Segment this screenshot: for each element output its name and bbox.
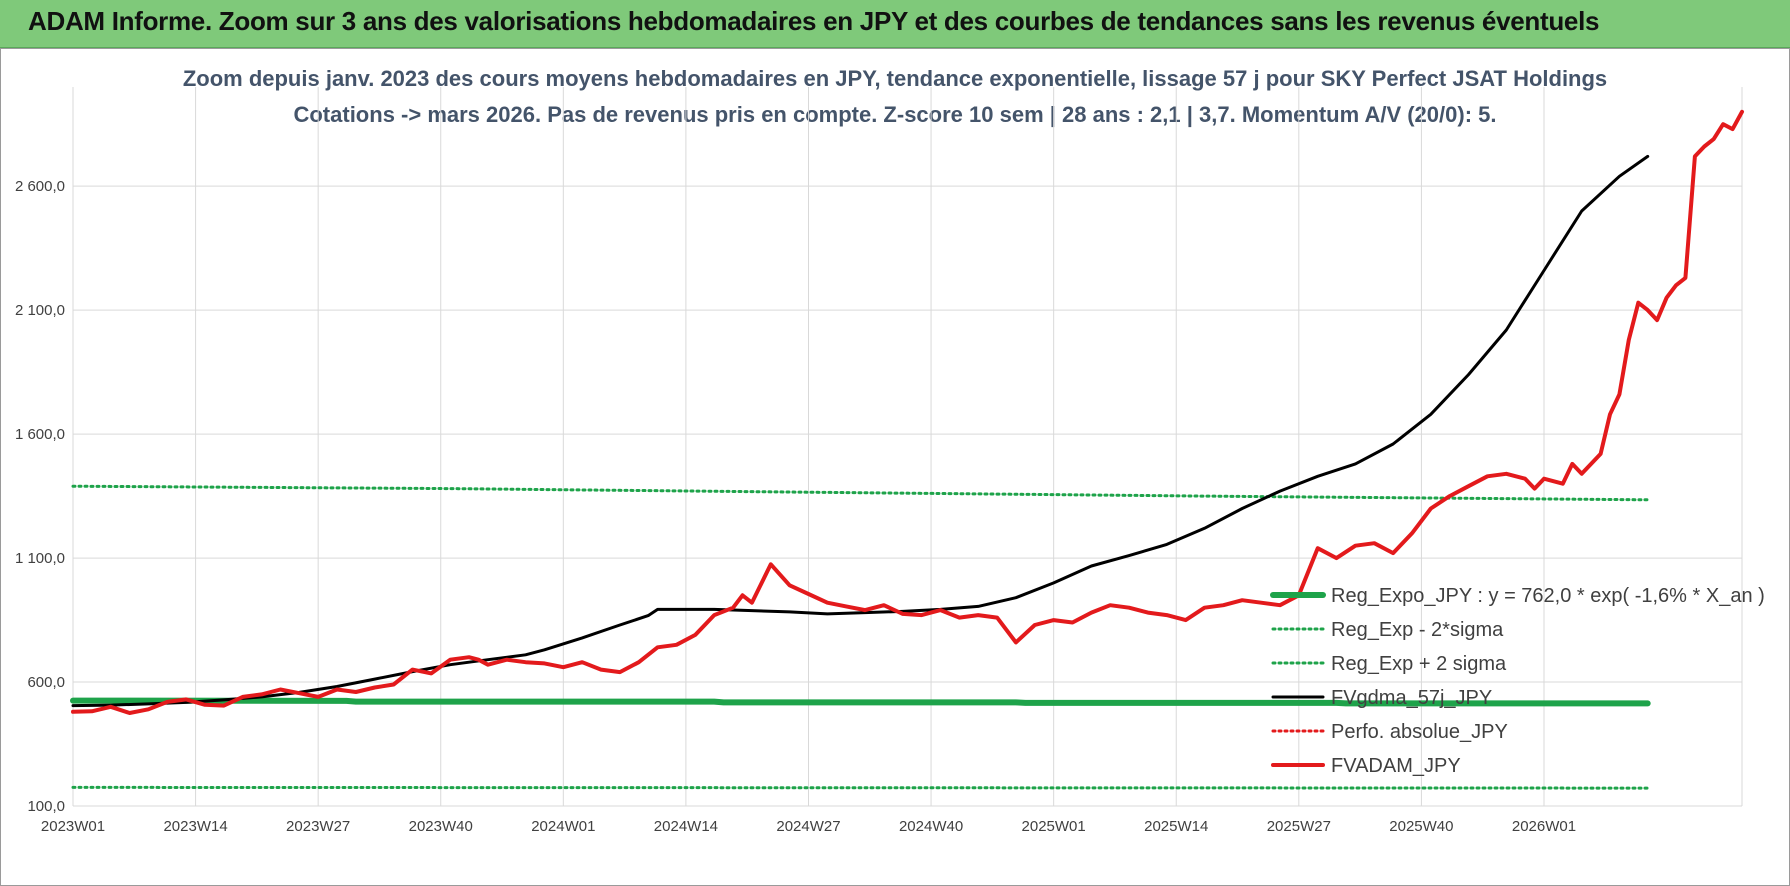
x-tick-label: 2025W14 xyxy=(1144,818,1208,835)
chart-subtitle: Cotations -> mars 2026. Pas de revenus p… xyxy=(293,102,1496,127)
x-tick-label: 2024W01 xyxy=(531,818,595,835)
x-tick-label: 2023W14 xyxy=(163,818,227,835)
chart-title: Zoom depuis janv. 2023 des cours moyens … xyxy=(183,66,1607,91)
y-tick-label: 1 600,0 xyxy=(15,426,65,443)
chart-frame: Zoom depuis janv. 2023 des cours moyens … xyxy=(0,48,1790,886)
x-tick-label: 2026W01 xyxy=(1512,818,1576,835)
y-axis-ticks: 100,0 600,0 1 100,0 1 600,0 2 100,0 2 600,0 xyxy=(15,178,65,815)
y-tick-label: 600,0 xyxy=(27,674,65,691)
series-line-fvadam-jpy xyxy=(71,109,1744,715)
legend-label: FVADAM_JPY xyxy=(1331,755,1461,777)
y-tick-label: 1 100,0 xyxy=(15,550,65,567)
x-tick-label: 2024W27 xyxy=(776,818,840,835)
series-line-reg-expo-jpy-y-762-0-exp-1-6-x-an xyxy=(70,697,1651,707)
x-tick-label: 2023W40 xyxy=(409,818,473,835)
report-title: ADAM Informe. Zoom sur 3 ans des valoris… xyxy=(28,6,1600,36)
x-tick-label: 2024W40 xyxy=(899,818,963,835)
x-axis-ticks: 2023W01 2023W14 2023W27 2023W40 2024W01 2024W… xyxy=(41,818,1576,835)
y-tick-label: 100,0 xyxy=(27,798,65,815)
legend-label: Reg_Expo_JPY : y = 762,0 * exp( -1,6% * … xyxy=(1331,585,1765,607)
series-line-reg-exp-2-sigma xyxy=(71,785,1650,790)
report-banner: ADAM Informe. Zoom sur 3 ans des valoris… xyxy=(0,0,1790,48)
line-chart: Zoom depuis janv. 2023 des cours moyens … xyxy=(15,66,1765,835)
y-tick-label: 2 100,0 xyxy=(15,302,65,319)
series-line-reg-exp-2-sigma xyxy=(71,484,1650,502)
chart-titles: Zoom depuis janv. 2023 des cours moyens … xyxy=(183,66,1607,127)
x-tick-label: 2025W27 xyxy=(1267,818,1331,835)
legend-label: Reg_Exp + 2 sigma xyxy=(1331,653,1507,675)
legend-label: FVgdma_57j_JPY xyxy=(1331,687,1492,709)
chart-grid xyxy=(72,87,1743,807)
x-tick-label: 2023W27 xyxy=(286,818,350,835)
x-tick-label: 2025W01 xyxy=(1022,818,1086,835)
chart-series xyxy=(70,109,1744,790)
x-tick-label: 2024W14 xyxy=(654,818,718,835)
x-tick-label: 2025W40 xyxy=(1389,818,1453,835)
chart-legend: Reg_Expo_JPY : y = 762,0 * exp( -1,6% * … xyxy=(1270,585,1765,777)
x-tick-label: 2023W01 xyxy=(41,818,105,835)
series-line-fvgdma-57j-jpy xyxy=(71,154,1650,708)
legend-label: Reg_Exp - 2*sigma xyxy=(1331,619,1504,641)
legend-label: Perfo. absolue_JPY xyxy=(1331,721,1508,743)
y-tick-label: 2 600,0 xyxy=(15,178,65,195)
